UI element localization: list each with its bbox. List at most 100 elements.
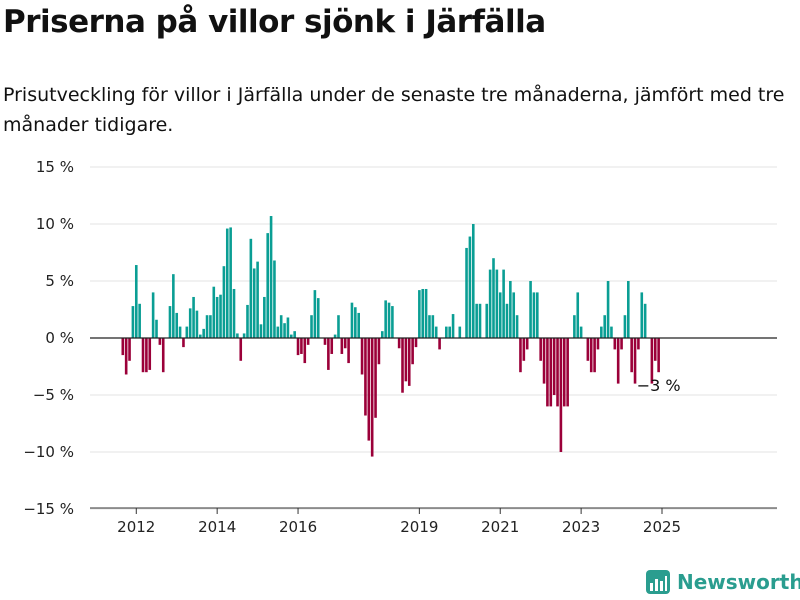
- grid-lines: [90, 166, 777, 510]
- bar: [303, 338, 307, 364]
- bar: [370, 338, 374, 457]
- bar: [222, 266, 226, 338]
- bar: [532, 292, 536, 338]
- bar: [549, 338, 553, 407]
- bar: [161, 338, 165, 373]
- bar: [434, 326, 438, 338]
- bar: [283, 323, 286, 338]
- bar: [657, 338, 660, 373]
- bar: [492, 258, 495, 338]
- bar: [252, 268, 256, 338]
- bar: [610, 326, 613, 338]
- newsworthy-logo-icon: [646, 570, 670, 594]
- bar: [498, 292, 502, 338]
- bar: [485, 303, 489, 338]
- bar: [347, 338, 350, 364]
- bar: [542, 338, 546, 384]
- bar: [364, 338, 367, 416]
- bar: [384, 300, 387, 338]
- y-tick-label: 5 %: [45, 272, 74, 290]
- brand-name: Newsworthy: [677, 570, 800, 594]
- bar: [525, 338, 529, 350]
- bar: [536, 292, 539, 338]
- bar: [630, 338, 633, 373]
- bar: [643, 303, 647, 338]
- bar: [269, 216, 273, 338]
- bar: [316, 298, 320, 338]
- bar: [650, 338, 654, 384]
- bar: [306, 338, 310, 345]
- chart-title: Priserna på villor sjönk i Järfälla: [3, 4, 546, 40]
- chart-subtitle: Prisutveckling för villor i Järfälla und…: [3, 84, 785, 136]
- bar: [552, 338, 556, 395]
- x-tick-label: 2016: [279, 518, 317, 536]
- bar: [448, 326, 451, 338]
- bar: [576, 292, 580, 338]
- bar: [172, 274, 175, 338]
- bar: [158, 338, 162, 345]
- bar: [212, 286, 216, 338]
- bar: [209, 315, 212, 338]
- bar: [387, 302, 391, 338]
- bar: [357, 312, 360, 338]
- bar: [421, 288, 425, 338]
- bar: [451, 314, 455, 338]
- x-axis: 2012 2014 2016 2019 2021 2023 2025: [90, 507, 777, 536]
- bar: [458, 326, 462, 338]
- bar: [273, 260, 276, 338]
- bar: [397, 338, 401, 349]
- bar: [239, 338, 243, 361]
- bar: [192, 296, 195, 338]
- bar: [616, 338, 620, 384]
- bar: [418, 290, 421, 338]
- bar: [199, 334, 202, 338]
- bar: [343, 338, 347, 349]
- bar: [579, 326, 583, 338]
- bar: [219, 294, 222, 338]
- bar: [121, 338, 125, 356]
- bar: [178, 326, 182, 338]
- bar: [259, 324, 263, 338]
- bar: [276, 326, 280, 338]
- bar: [350, 302, 354, 338]
- bar: [323, 338, 327, 345]
- bar: [340, 338, 344, 354]
- bar: [185, 326, 189, 338]
- bar: [138, 303, 141, 338]
- bar: [188, 308, 192, 338]
- bar: [202, 328, 205, 338]
- bar: [205, 315, 209, 338]
- bar: [633, 338, 637, 384]
- bar: [468, 236, 472, 338]
- bar: [141, 338, 145, 373]
- bar: [556, 338, 559, 407]
- bar: [573, 315, 576, 338]
- x-tick-label: 2012: [117, 518, 155, 536]
- y-tick-label: −10 %: [23, 443, 74, 461]
- bar: [600, 326, 603, 338]
- bar: [279, 315, 283, 338]
- annotations: −3 %: [637, 376, 681, 395]
- bars: [121, 216, 660, 457]
- bar: [380, 331, 384, 338]
- bar: [522, 338, 526, 361]
- bar: [428, 315, 431, 338]
- bar: [465, 247, 468, 338]
- bar: [327, 338, 330, 370]
- bar: [529, 281, 532, 338]
- bar: [539, 338, 542, 361]
- bar: [236, 333, 239, 338]
- bar: [653, 338, 657, 361]
- bar: [515, 315, 519, 338]
- bar: [407, 338, 411, 386]
- bar: [546, 338, 549, 407]
- bar: [354, 307, 357, 338]
- bar: [229, 227, 232, 338]
- bar: [310, 315, 313, 338]
- bar: [300, 338, 303, 354]
- bar: [124, 338, 128, 375]
- bar: [613, 338, 617, 350]
- bar: [596, 338, 600, 350]
- bar: [195, 310, 199, 338]
- newsworthy-logo[interactable]: Newsworthy: [645, 568, 800, 596]
